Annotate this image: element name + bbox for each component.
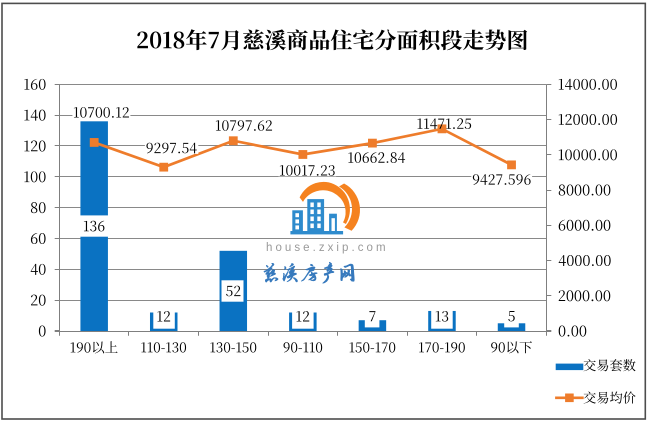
svg-text:house.zxip.com: house.zxip.com xyxy=(266,242,389,254)
